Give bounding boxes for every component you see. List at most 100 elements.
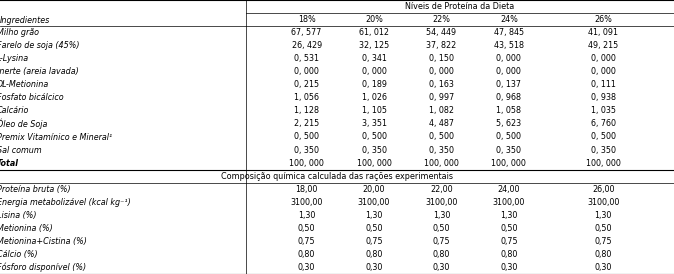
Text: 0,75: 0,75 (298, 237, 315, 246)
Text: 24%: 24% (500, 15, 518, 24)
Text: Farelo de soja (45%): Farelo de soja (45%) (0, 41, 79, 50)
Text: Milho grão: Milho grão (0, 28, 38, 37)
Text: 0,75: 0,75 (433, 237, 450, 246)
Text: 32, 125: 32, 125 (359, 41, 389, 50)
Text: 0, 350: 0, 350 (429, 145, 454, 155)
Text: 0,80: 0,80 (594, 250, 612, 259)
Text: 24,00: 24,00 (497, 185, 520, 194)
Text: 0,30: 0,30 (594, 263, 612, 272)
Text: 0,80: 0,80 (298, 250, 315, 259)
Text: 100, 000: 100, 000 (289, 159, 324, 168)
Text: 0,75: 0,75 (365, 237, 383, 246)
Text: Metionina (%): Metionina (%) (0, 224, 53, 233)
Text: 100, 000: 100, 000 (586, 159, 621, 168)
Text: 1,30: 1,30 (500, 211, 518, 220)
Text: 18%: 18% (298, 15, 315, 24)
Text: 41, 091: 41, 091 (588, 28, 618, 37)
Text: 3100,00: 3100,00 (358, 198, 390, 207)
Text: 0, 000: 0, 000 (497, 67, 521, 76)
Text: Fósforo disponível (%): Fósforo disponível (%) (0, 263, 86, 272)
Text: Calcário: Calcário (0, 106, 29, 115)
Text: Ingredientes: Ingredientes (0, 16, 51, 25)
Text: 49, 215: 49, 215 (588, 41, 618, 50)
Text: 3, 351: 3, 351 (361, 119, 387, 129)
Text: 0, 531: 0, 531 (294, 54, 319, 63)
Text: Metionina+Cistina (%): Metionina+Cistina (%) (0, 237, 86, 246)
Text: 0,50: 0,50 (298, 224, 315, 233)
Text: 0,30: 0,30 (298, 263, 315, 272)
Text: 100, 000: 100, 000 (424, 159, 459, 168)
Text: 22,00: 22,00 (430, 185, 453, 194)
Text: Proteína bruta (%): Proteína bruta (%) (0, 185, 70, 194)
Text: 26,00: 26,00 (592, 185, 615, 194)
Text: 0, 350: 0, 350 (590, 145, 616, 155)
Text: 0, 137: 0, 137 (496, 80, 522, 89)
Text: 0, 189: 0, 189 (361, 80, 387, 89)
Text: 0, 350: 0, 350 (294, 145, 319, 155)
Text: 1, 128: 1, 128 (294, 106, 319, 115)
Text: 0,30: 0,30 (365, 263, 383, 272)
Text: 6, 760: 6, 760 (590, 119, 616, 129)
Text: 100, 000: 100, 000 (491, 159, 526, 168)
Text: 22%: 22% (433, 15, 450, 24)
Text: 1, 026: 1, 026 (361, 93, 387, 102)
Text: Composição química calculada das rações experimentais: Composição química calculada das rações … (221, 172, 453, 181)
Text: 0,80: 0,80 (433, 250, 450, 259)
Text: 1, 082: 1, 082 (429, 106, 454, 115)
Text: 1, 035: 1, 035 (590, 106, 616, 115)
Text: 3100,00: 3100,00 (493, 198, 525, 207)
Text: 20,00: 20,00 (363, 185, 386, 194)
Text: 0, 000: 0, 000 (429, 67, 454, 76)
Text: 0, 000: 0, 000 (362, 67, 386, 76)
Text: 1, 058: 1, 058 (496, 106, 522, 115)
Text: 1, 105: 1, 105 (361, 106, 387, 115)
Text: 0,30: 0,30 (433, 263, 450, 272)
Text: 0, 500: 0, 500 (590, 133, 616, 141)
Text: 0, 938: 0, 938 (590, 93, 616, 102)
Text: 0, 500: 0, 500 (429, 133, 454, 141)
Text: 0,50: 0,50 (433, 224, 450, 233)
Text: 0, 000: 0, 000 (295, 67, 319, 76)
Text: 3100,00: 3100,00 (425, 198, 458, 207)
Text: 2, 215: 2, 215 (294, 119, 319, 129)
Text: 5, 623: 5, 623 (496, 119, 522, 129)
Text: 54, 449: 54, 449 (427, 28, 456, 37)
Text: 100, 000: 100, 000 (357, 159, 392, 168)
Text: 67, 577: 67, 577 (291, 28, 322, 37)
Text: DL-Metionina: DL-Metionina (0, 80, 49, 89)
Text: Inerte (areia lavada): Inerte (areia lavada) (0, 67, 78, 76)
Text: Óleo de Soja: Óleo de Soja (0, 119, 47, 129)
Text: 0, 000: 0, 000 (591, 54, 615, 63)
Text: Total: Total (0, 159, 19, 168)
Text: Sal comum: Sal comum (0, 145, 41, 155)
Text: 0,75: 0,75 (500, 237, 518, 246)
Text: Cálcio (%): Cálcio (%) (0, 250, 37, 259)
Text: 0, 111: 0, 111 (591, 80, 615, 89)
Text: 0, 000: 0, 000 (497, 54, 521, 63)
Text: 18,00: 18,00 (295, 185, 318, 194)
Text: 1,30: 1,30 (594, 211, 612, 220)
Text: 1, 056: 1, 056 (294, 93, 319, 102)
Text: Fosfato bicálcico: Fosfato bicálcico (0, 93, 63, 102)
Text: 4, 487: 4, 487 (429, 119, 454, 129)
Text: 0, 500: 0, 500 (294, 133, 319, 141)
Text: 0, 215: 0, 215 (294, 80, 319, 89)
Text: Premix Vitamínico e Mineral¹: Premix Vitamínico e Mineral¹ (0, 133, 112, 141)
Text: 1,30: 1,30 (433, 211, 450, 220)
Text: 0,80: 0,80 (500, 250, 518, 259)
Text: 0, 500: 0, 500 (361, 133, 387, 141)
Text: 0,50: 0,50 (365, 224, 383, 233)
Text: 26%: 26% (594, 15, 612, 24)
Text: 3100,00: 3100,00 (587, 198, 619, 207)
Text: 0, 350: 0, 350 (361, 145, 387, 155)
Text: 0, 500: 0, 500 (496, 133, 522, 141)
Text: 47, 845: 47, 845 (494, 28, 524, 37)
Text: 20%: 20% (365, 15, 383, 24)
Text: L-Lysina: L-Lysina (0, 54, 29, 63)
Text: 3100,00: 3100,00 (290, 198, 323, 207)
Text: 0, 000: 0, 000 (591, 67, 615, 76)
Text: 0, 150: 0, 150 (429, 54, 454, 63)
Text: 0,50: 0,50 (594, 224, 612, 233)
Text: 61, 012: 61, 012 (359, 28, 389, 37)
Text: 0, 968: 0, 968 (496, 93, 522, 102)
